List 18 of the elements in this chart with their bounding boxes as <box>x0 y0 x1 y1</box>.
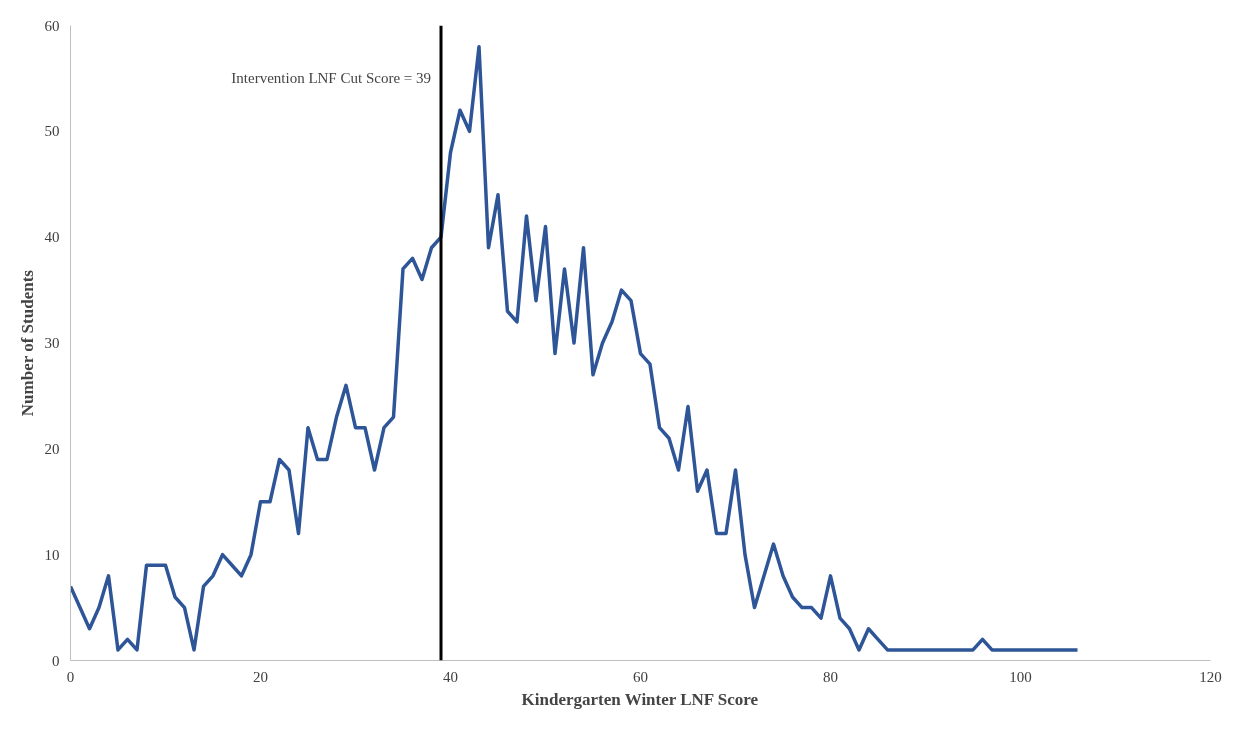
x-tick-label: 60 <box>633 668 648 685</box>
y-tick-label: 60 <box>44 17 60 34</box>
ref-line-label: Intervention LNF Cut Score = 39 <box>231 69 432 86</box>
line-series <box>70 44 1080 652</box>
x-tick-label: 100 <box>1009 668 1032 685</box>
y-tick-label: 20 <box>44 440 60 457</box>
x-tick-label: 0 <box>66 668 75 685</box>
x-axis-title: Kindergarten Winter LNF Score <box>521 689 759 709</box>
y-tick-label: 40 <box>44 229 60 246</box>
x-tick-label: 40 <box>443 668 458 685</box>
x-tick-label: 20 <box>253 668 268 685</box>
y-tick-label: 30 <box>44 335 60 351</box>
y-axis-title: Number of Students <box>17 269 37 417</box>
y-tick-label: 50 <box>44 123 60 140</box>
y-tick-label: 0 <box>52 652 60 669</box>
x-tick-label: 80 <box>823 668 838 685</box>
y-tick-label: 10 <box>44 546 60 563</box>
x-tick-label: 120 <box>1199 668 1222 685</box>
